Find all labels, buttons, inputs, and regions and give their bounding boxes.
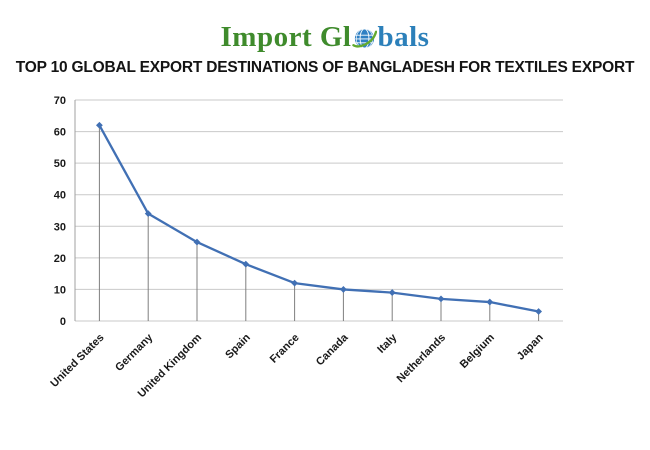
data-point-marker [437, 295, 445, 303]
data-point-marker [535, 308, 542, 315]
data-point-marker [340, 286, 347, 293]
x-category-label: Japan [515, 331, 546, 362]
x-category-label: Germany [113, 331, 156, 374]
logo-text-right: bals [377, 21, 430, 53]
data-point-marker [388, 289, 396, 296]
series-line [98, 124, 540, 313]
y-tick-label: 50 [54, 158, 66, 170]
y-tick-label: 10 [54, 284, 66, 296]
y-tick-label: 60 [54, 127, 66, 139]
data-point-marker [193, 238, 201, 246]
x-category-label: Belgium [458, 331, 497, 370]
y-tick-label: 70 [54, 95, 66, 107]
y-tick-label: 0 [60, 316, 66, 328]
chart-title: TOP 10 GLOBAL EXPORT DESTINATIONS OF BAN… [15, 59, 635, 76]
data-point-marker [486, 298, 494, 306]
x-category-label: Italy [375, 331, 400, 356]
data-point-marker [242, 260, 250, 268]
data-point-marker [144, 210, 152, 218]
x-category-label: United States [48, 332, 106, 390]
logo-text-left: Import Gl [220, 21, 352, 53]
x-category-label: Canada [314, 331, 351, 368]
y-tick-label: 40 [54, 190, 66, 202]
data-point-marker [96, 121, 103, 129]
data-point-marker [291, 279, 298, 287]
globe-swoosh [352, 30, 378, 48]
logo: Import Gl bals [0, 20, 650, 54]
x-category-label: France [268, 332, 302, 366]
x-category-label: Netherlands [395, 332, 448, 385]
y-tick-label: 30 [54, 221, 66, 233]
y-tick-label: 20 [54, 253, 66, 265]
globe-icon [352, 28, 378, 49]
x-category-label: Spain [223, 331, 253, 361]
